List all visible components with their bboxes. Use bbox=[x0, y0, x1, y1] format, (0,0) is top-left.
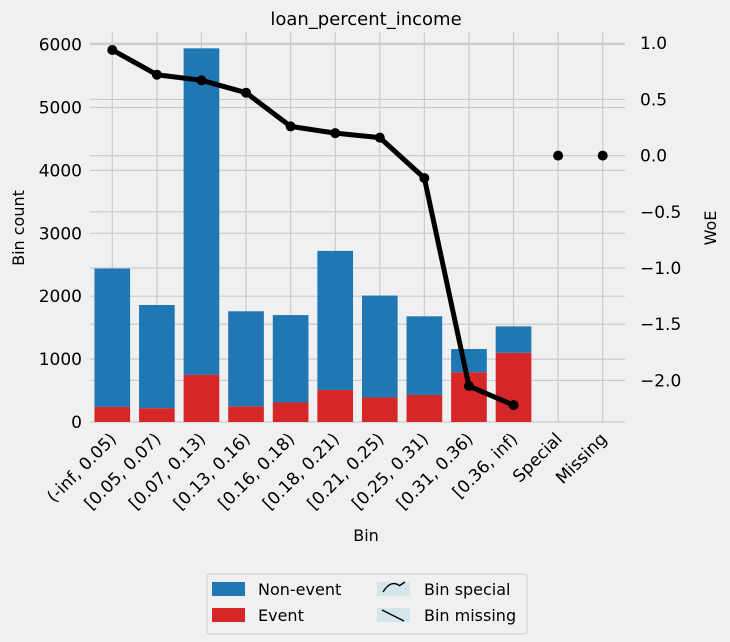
bar-non-event bbox=[406, 316, 443, 395]
legend-label-bin-special: Bin special bbox=[424, 580, 510, 599]
bar-non-event bbox=[495, 326, 532, 353]
bar-non-event bbox=[94, 268, 131, 407]
legend-swatch-non-event bbox=[212, 582, 245, 596]
woe-point bbox=[597, 150, 608, 161]
bar-non-event bbox=[183, 48, 220, 375]
y2-tick-label: −2.0 bbox=[640, 371, 681, 391]
legend-swatch-bin-missing bbox=[377, 608, 410, 622]
bar-event bbox=[183, 374, 220, 422]
woe-line bbox=[107, 44, 608, 411]
bar-non-event bbox=[228, 311, 264, 407]
woe-point bbox=[330, 128, 341, 139]
y2-tick-label: 1.0 bbox=[640, 34, 667, 54]
bar-event bbox=[139, 408, 175, 422]
legend-swatch-bin-special bbox=[377, 581, 410, 596]
chart-title: loan_percent_income bbox=[270, 9, 461, 30]
y-tick-label: 6000 bbox=[39, 36, 82, 56]
y-tick-label: 0 bbox=[71, 413, 82, 433]
woe-point bbox=[107, 44, 118, 55]
bar-event bbox=[228, 406, 264, 422]
legend-swatch-event bbox=[212, 608, 245, 622]
woe-point bbox=[241, 87, 252, 98]
legend-label-event: Event bbox=[258, 606, 304, 625]
grid bbox=[90, 32, 625, 423]
y2-tick-label: 0.5 bbox=[640, 90, 667, 110]
y-tick-label: 5000 bbox=[39, 98, 82, 118]
woe-point bbox=[151, 69, 162, 80]
y2-tick-label: 0.0 bbox=[640, 147, 667, 167]
bar-event bbox=[94, 406, 131, 422]
y2-axis-label: WoE bbox=[701, 211, 720, 246]
y-tick-label: 2000 bbox=[39, 287, 82, 307]
woe-point bbox=[374, 132, 385, 143]
bar-non-event bbox=[139, 305, 175, 409]
bar-non-event bbox=[317, 250, 354, 390]
woe-polyline bbox=[111, 47, 515, 408]
bar-event bbox=[317, 389, 354, 422]
woe-point bbox=[508, 400, 519, 411]
woe-point bbox=[463, 381, 474, 392]
y-tick-label: 1000 bbox=[39, 350, 82, 370]
y2-tick-label: −1.5 bbox=[640, 315, 681, 335]
y-axis-label: Bin count bbox=[9, 190, 28, 266]
woe-point bbox=[553, 150, 564, 161]
woe-point bbox=[419, 173, 430, 184]
y2-tick-label: −0.5 bbox=[640, 203, 681, 223]
legend: Non-event Event Bin special Bin missing bbox=[206, 573, 528, 635]
bar-event bbox=[495, 352, 532, 422]
bar-event bbox=[272, 402, 309, 422]
y2-tick-label: −1.0 bbox=[640, 259, 681, 279]
y-tick-label: 4000 bbox=[39, 161, 82, 181]
bar-event bbox=[361, 397, 398, 422]
bar-event bbox=[406, 394, 443, 422]
bar-non-event bbox=[272, 315, 309, 403]
legend-label-bin-missing: Bin missing bbox=[424, 606, 516, 625]
bar-non-event bbox=[361, 295, 398, 398]
legend-label-non-event: Non-event bbox=[258, 580, 341, 599]
woe-point bbox=[285, 121, 296, 132]
woe-point bbox=[196, 75, 207, 86]
y-tick-label: 3000 bbox=[39, 224, 82, 244]
legend-frame bbox=[206, 573, 528, 635]
axes: 0 1000 2000 3000 4000 5000 6000 1.0 0.5 0.0 −0.5 −1… bbox=[39, 34, 682, 514]
bar-non-event bbox=[451, 349, 487, 373]
bars bbox=[94, 48, 532, 422]
x-axis-label: Bin bbox=[353, 526, 379, 545]
